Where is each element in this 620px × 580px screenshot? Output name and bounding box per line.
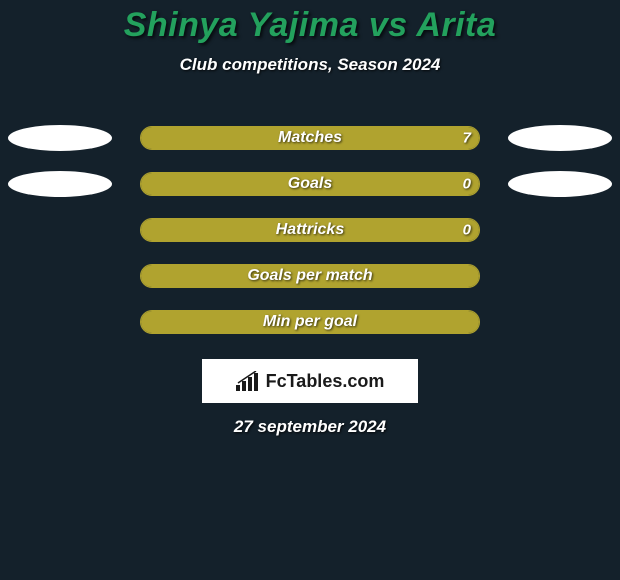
stat-value-right: 0 [463, 176, 471, 193]
stat-row: Goals0 [0, 161, 620, 207]
stat-row: Hattricks0 [0, 207, 620, 253]
stat-bar: Hattricks0 [140, 218, 480, 242]
stat-bar-fill-right [141, 265, 479, 287]
stat-row: Matches7 [0, 115, 620, 161]
stat-bar: Min per goal [140, 310, 480, 334]
player-right-marker [508, 171, 612, 197]
content-wrapper: Shinya Yajima vs Arita Club competitions… [0, 0, 620, 437]
player-left-marker [8, 125, 112, 151]
stat-bar: Goals per match [140, 264, 480, 288]
logo-bars-icon [236, 371, 260, 391]
stat-value-right: 0 [463, 222, 471, 239]
player-right-marker [508, 125, 612, 151]
stat-row: Goals per match [0, 253, 620, 299]
stat-bar-fill-right [141, 219, 479, 241]
stat-row: Min per goal [0, 299, 620, 345]
stat-bar-fill-right [141, 311, 479, 333]
stat-bar-fill-right [141, 173, 479, 195]
subtitle: Club competitions, Season 2024 [0, 55, 620, 75]
logo-box: FcTables.com [202, 359, 418, 403]
stat-bar-fill-right [141, 127, 479, 149]
logo-text: FcTables.com [266, 371, 385, 392]
page-title: Shinya Yajima vs Arita [0, 6, 620, 45]
stat-value-right: 7 [463, 130, 471, 147]
stat-bar: Goals0 [140, 172, 480, 196]
player-left-marker [8, 171, 112, 197]
date-label: 27 september 2024 [0, 417, 620, 437]
stat-bar: Matches7 [140, 126, 480, 150]
stat-rows: Matches7 Goals0 Hattricks0 Goals per match M… [0, 115, 620, 345]
